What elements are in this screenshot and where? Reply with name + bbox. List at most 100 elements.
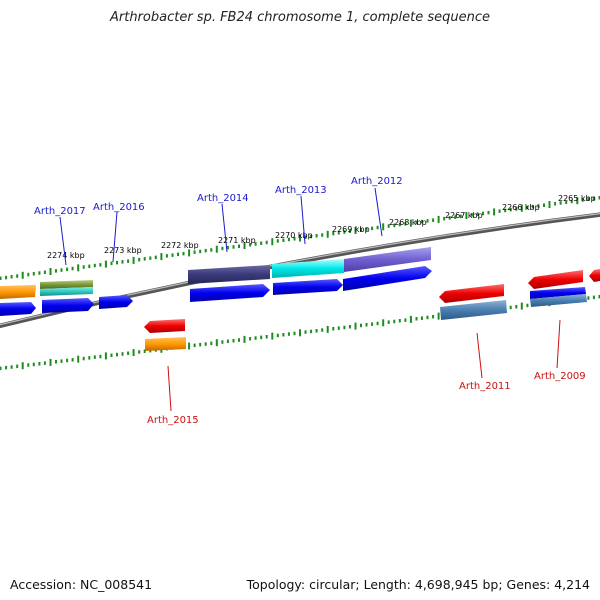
gene-label-arth-2014[interactable]: Arth_2014 <box>197 193 249 204</box>
gene-label-arth-2009[interactable]: Arth_2009 <box>534 371 586 382</box>
upper-scale-ticks <box>0 196 600 280</box>
minor-scale-tick <box>509 207 512 212</box>
minor-scale-tick <box>226 245 229 250</box>
gene-feature-blue[interactable] <box>530 287 586 299</box>
minor-scale-tick <box>265 335 268 339</box>
minor-scale-tick <box>543 203 545 207</box>
minor-scale-tick <box>110 353 113 357</box>
minor-scale-tick <box>310 329 313 334</box>
gene-label-arth-2015[interactable]: Arth_2015 <box>147 415 199 426</box>
gene-label-arth-2012[interactable]: Arth_2012 <box>351 176 403 187</box>
major-scale-tick <box>409 315 412 323</box>
minor-scale-tick <box>127 259 130 263</box>
minor-scale-tick <box>60 268 63 272</box>
minor-scale-tick <box>282 333 285 337</box>
minor-scale-tick <box>515 207 518 211</box>
minor-scale-tick <box>393 319 396 324</box>
gene-feature-orange[interactable] <box>145 337 186 351</box>
major-scale-tick <box>437 215 440 223</box>
gene-feature-orange[interactable] <box>0 285 36 299</box>
kbp-label: 2267 kbp <box>445 211 483 220</box>
gene-label-arth-2016[interactable]: Arth_2016 <box>93 202 145 213</box>
gene-feature-teal[interactable] <box>40 287 93 296</box>
minor-scale-tick <box>177 252 179 257</box>
gene-arrow-red[interactable] <box>439 284 504 303</box>
minor-scale-tick <box>5 365 8 370</box>
gene-arrow-blue[interactable] <box>190 284 270 302</box>
minor-scale-tick <box>121 352 124 356</box>
gene-arrow-blue[interactable] <box>42 298 94 313</box>
minor-scale-tick <box>332 327 335 331</box>
minor-scale-tick <box>171 253 174 257</box>
gene-arrow-red[interactable] <box>528 270 583 289</box>
minor-scale-tick <box>221 340 224 344</box>
gene-arrow-blue[interactable] <box>273 279 343 295</box>
minor-scale-tick <box>321 233 324 237</box>
minor-scale-tick <box>88 356 91 360</box>
minor-scale-tick <box>398 319 401 323</box>
gene-feature-arth-2012[interactable] <box>344 247 431 272</box>
minor-scale-tick <box>282 238 285 242</box>
minor-scale-tick <box>182 251 185 256</box>
minor-scale-tick <box>526 205 529 210</box>
gene-label-arth-2011[interactable]: Arth_2011 <box>459 381 511 392</box>
minor-scale-tick <box>66 267 69 272</box>
minor-scale-tick <box>515 305 518 309</box>
gene-arrow-blue[interactable] <box>0 302 36 316</box>
minor-scale-tick <box>138 350 141 354</box>
minor-scale-tick <box>421 219 423 224</box>
gene-feature-steel[interactable] <box>530 294 587 307</box>
gene-feature-arth-2014[interactable] <box>188 265 270 284</box>
minor-scale-tick <box>509 305 512 310</box>
minor-scale-tick <box>454 215 457 219</box>
gene-arrow-red[interactable] <box>144 319 185 333</box>
gene-label-arth-2013[interactable]: Arth_2013 <box>275 185 327 196</box>
minor-scale-tick <box>93 355 96 359</box>
major-scale-tick <box>382 319 385 327</box>
minor-scale-tick <box>315 329 318 333</box>
minor-scale-tick <box>82 356 85 361</box>
gene-arrow-blue[interactable] <box>99 295 133 309</box>
minor-scale-tick <box>16 274 19 278</box>
minor-scale-tick <box>376 321 379 326</box>
major-scale-tick <box>243 242 246 249</box>
minor-scale-tick <box>32 272 35 276</box>
kbp-label: 2269 kbp <box>332 225 370 234</box>
minor-scale-tick <box>360 228 362 232</box>
major-scale-tick <box>520 302 523 310</box>
minor-scale-tick <box>143 349 146 353</box>
minor-scale-tick <box>88 264 91 269</box>
minor-scale-tick <box>66 358 69 363</box>
minor-scale-tick <box>426 219 429 223</box>
minor-scale-tick <box>432 315 435 319</box>
minor-scale-tick <box>93 263 96 268</box>
minor-scale-tick <box>221 246 224 251</box>
minor-scale-tick <box>598 294 600 299</box>
gene-feature-steel[interactable] <box>440 300 507 320</box>
major-scale-tick <box>326 325 329 333</box>
minor-scale-tick <box>199 342 202 347</box>
major-scale-tick <box>243 335 246 343</box>
gene-arrow-blue[interactable] <box>343 266 432 291</box>
gene-feature-olive[interactable] <box>40 280 93 289</box>
gene-feature-arth-2013[interactable] <box>272 259 344 278</box>
minor-scale-tick <box>504 208 507 213</box>
major-scale-tick <box>437 312 440 320</box>
kbp-label: 2265 kbp <box>558 194 596 203</box>
minor-scale-tick <box>10 365 13 369</box>
gene-arrow-red[interactable] <box>589 269 600 282</box>
minor-scale-tick <box>310 234 313 239</box>
kbp-label: 2266 kbp <box>502 203 540 212</box>
minor-scale-tick <box>404 318 407 322</box>
minor-scale-tick <box>443 216 446 221</box>
minor-scale-tick <box>110 261 113 266</box>
minor-scale-tick <box>482 211 484 216</box>
minor-scale-tick <box>526 303 529 308</box>
minor-scale-tick <box>60 359 63 363</box>
gene-label-arth-2017[interactable]: Arth_2017 <box>34 206 86 217</box>
minor-scale-tick <box>276 239 279 243</box>
minor-scale-tick <box>415 317 418 321</box>
major-scale-tick <box>188 342 191 350</box>
kbp-label: 2268 kbp <box>389 218 427 227</box>
